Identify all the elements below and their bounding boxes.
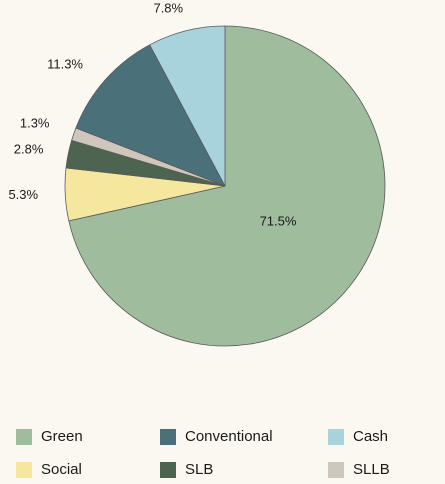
pie-label-social: 5.3% — [8, 187, 38, 202]
pie-slices — [64, 25, 386, 347]
pie-labels: 71.5% 5.3% 2.8% 1.3% 11.3% 7.8% — [8, 1, 296, 229]
pie-label-green: 71.5% — [260, 213, 297, 228]
legend-label-social: Social — [41, 461, 82, 478]
legend-item-sllb: SLLB — [328, 461, 390, 478]
legend-swatch-slb — [160, 461, 176, 478]
pie-chart: 71.5% 5.3% 2.8% 1.3% 11.3% 7.8% — [8, 1, 386, 347]
legend-item-slb: SLB — [160, 461, 213, 478]
pie-label-conventional: 11.3% — [47, 57, 83, 72]
legend-label-conventional: Conventional — [185, 428, 273, 445]
chart-legend: Green Conventional Cash Social SLB SLLB — [0, 425, 445, 484]
legend-label-green: Green — [41, 428, 83, 445]
legend-swatch-cash — [328, 428, 344, 445]
legend-swatch-conventional — [160, 428, 176, 445]
legend-swatch-green — [16, 428, 32, 445]
legend-label-slb: SLB — [185, 461, 214, 478]
legend-swatch-social — [16, 461, 32, 478]
legend-item-conventional: Conventional — [160, 428, 273, 445]
legend-item-social: Social — [16, 461, 82, 478]
legend-item-cash: Cash — [328, 428, 388, 445]
pie-label-cash: 7.8% — [153, 1, 183, 16]
pie-slice-green — [68, 25, 386, 347]
pie-label-slb: 2.8% — [14, 142, 44, 157]
legend-label-sllb: SLLB — [353, 461, 390, 478]
legend-label-cash: Cash — [353, 428, 389, 445]
pie-slice-cash — [149, 25, 226, 187]
legend-item-green: Green — [16, 428, 83, 445]
pie-slice-conventional — [75, 44, 226, 187]
legend-swatch-sllb — [328, 461, 344, 478]
pie-label-sllb: 1.3% — [20, 115, 50, 130]
